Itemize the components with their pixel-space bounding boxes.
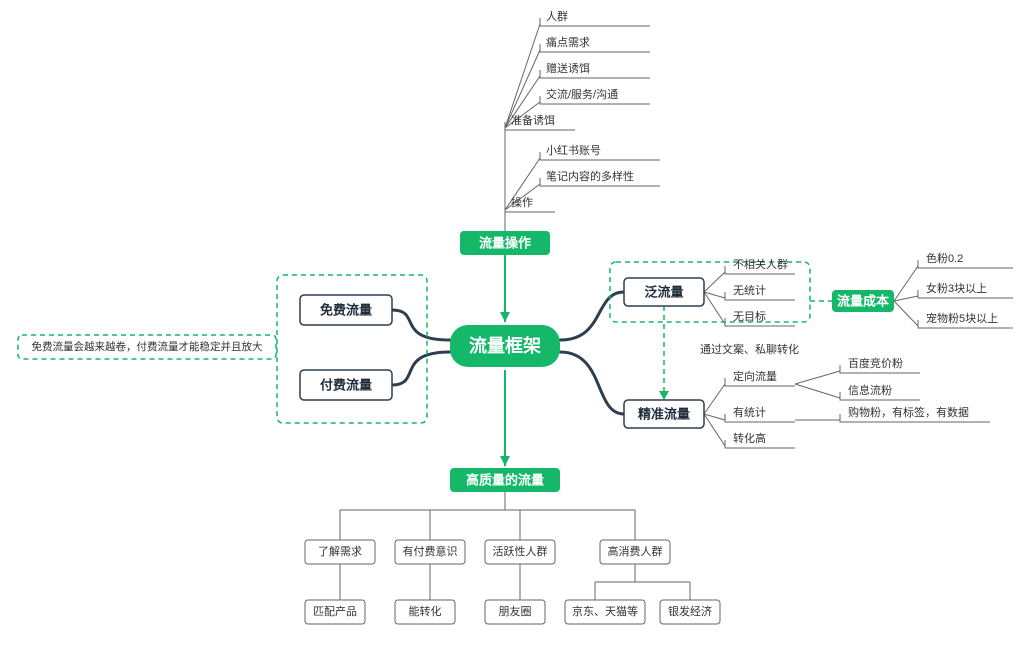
svg-text:购物粉，有标签，有数据: 购物粉，有标签，有数据 <box>848 405 969 419</box>
svg-text:高质量的流量: 高质量的流量 <box>466 473 544 488</box>
svg-text:高消费人群: 高消费人群 <box>608 544 663 558</box>
svg-text:人群: 人群 <box>546 9 568 23</box>
svg-text:宠物粉5块以上: 宠物粉5块以上 <box>926 311 998 325</box>
svg-text:无目标: 无目标 <box>733 309 766 323</box>
svg-text:转化高: 转化高 <box>733 431 766 445</box>
svg-text:免费流量会越来越卷，付费流量才能稳定并且放大: 免费流量会越来越卷，付费流量才能稳定并且放大 <box>32 340 263 353</box>
svg-text:准备诱饵: 准备诱饵 <box>511 113 555 127</box>
svg-text:流量成本: 流量成本 <box>837 294 889 309</box>
svg-text:朋友圈: 朋友圈 <box>499 604 532 618</box>
svg-text:定向流量: 定向流量 <box>733 369 777 383</box>
svg-text:痛点需求: 痛点需求 <box>546 35 590 49</box>
mindmap-canvas: 流量框架 流量操作高质量的流量 流量成本免费流量付费流量 免费流量会越来越卷，付费流量… <box>0 0 1024 648</box>
svg-text:色粉0.2: 色粉0.2 <box>926 251 963 265</box>
svg-text:了解需求: 了解需求 <box>318 544 362 558</box>
svg-text:泛流量: 泛流量 <box>644 285 683 300</box>
svg-text:活跃性人群: 活跃性人群 <box>493 544 548 558</box>
svg-text:操作: 操作 <box>511 195 533 209</box>
svg-text:京东、天猫等: 京东、天猫等 <box>572 604 638 618</box>
svg-text:小红书账号: 小红书账号 <box>546 144 601 157</box>
svg-text:流量操作: 流量操作 <box>479 236 531 251</box>
svg-text:赠送诱饵: 赠送诱饵 <box>546 61 590 75</box>
svg-text:匹配产品: 匹配产品 <box>313 604 357 618</box>
central-node: 流量框架 <box>469 335 541 356</box>
svg-text:能转化: 能转化 <box>409 604 442 618</box>
svg-text:女粉3块以上: 女粉3块以上 <box>926 281 987 295</box>
svg-text:通过文案、私聊转化: 通过文案、私聊转化 <box>700 342 799 356</box>
svg-text:笔记内容的多样性: 笔记内容的多样性 <box>546 169 634 183</box>
svg-text:精准流量: 精准流量 <box>638 407 690 422</box>
svg-text:交流/服务/沟通: 交流/服务/沟通 <box>546 87 618 101</box>
svg-text:无统计: 无统计 <box>733 284 766 297</box>
svg-text:百度竞价粉: 百度竞价粉 <box>848 356 903 370</box>
svg-text:信息流粉: 信息流粉 <box>848 383 892 397</box>
svg-text:不相关人群: 不相关人群 <box>733 257 788 271</box>
svg-text:免费流量: 免费流量 <box>320 303 372 318</box>
svg-text:银发经济: 银发经济 <box>668 604 712 618</box>
svg-text:有付费意识: 有付费意识 <box>403 544 458 558</box>
svg-text:有统计: 有统计 <box>733 405 766 419</box>
svg-text:付费流量: 付费流量 <box>320 378 372 393</box>
